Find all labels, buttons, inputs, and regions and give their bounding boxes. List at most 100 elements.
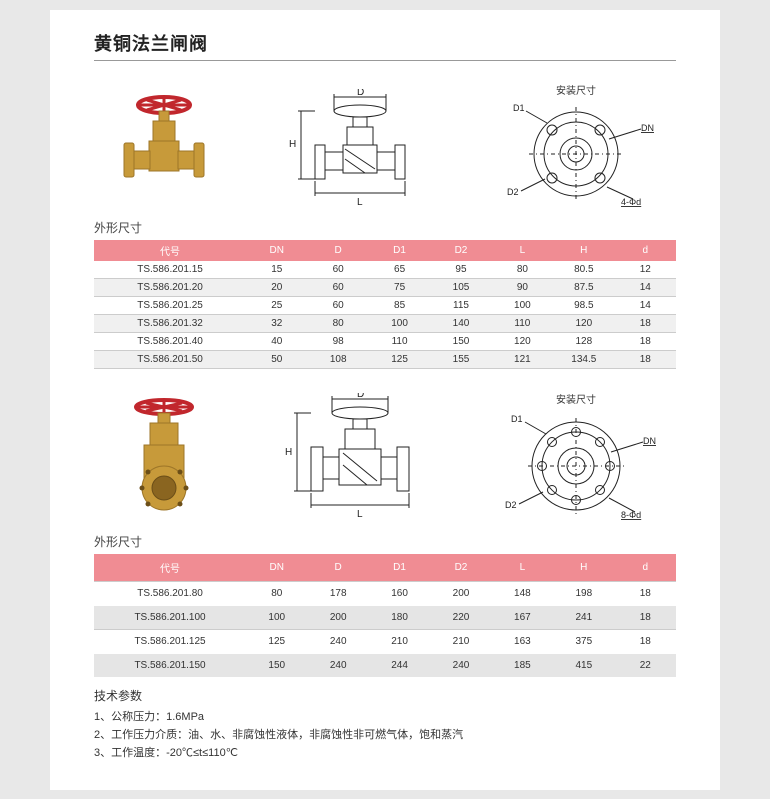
table-cell: 60 bbox=[307, 261, 368, 279]
datasheet-page: 黄铜法兰闸阀 bbox=[50, 10, 720, 790]
spec-line-2: 2、工作压力介质：油、水、非腐蚀性液体，非腐蚀性非可燃气体，饱和蒸汽 bbox=[94, 726, 676, 742]
table-cell: 14 bbox=[615, 297, 677, 315]
table-cell: 375 bbox=[553, 630, 614, 654]
table-cell: 80 bbox=[246, 582, 307, 606]
table-cell: 415 bbox=[553, 654, 614, 678]
flange-svg-2: D1 DN D2 8-Φd bbox=[491, 408, 661, 523]
table-cell: 121 bbox=[492, 351, 553, 369]
page-title: 黄铜法兰闸阀 bbox=[94, 30, 676, 56]
table-cell: 240 bbox=[307, 654, 368, 678]
valve-photo-2-svg bbox=[104, 393, 224, 523]
col-header: 代号 bbox=[94, 554, 246, 582]
flange-svg-1: D1 DN D2 4-Φd bbox=[491, 99, 661, 209]
table-cell: 80.5 bbox=[553, 261, 614, 279]
table-cell: 22 bbox=[615, 654, 677, 678]
table-cell: 105 bbox=[430, 279, 491, 297]
figure-row-1: D H L 安装尺寸 bbox=[94, 79, 676, 209]
dimension-table-1: 代号DNDD1D2LHd TS.586.201.15156065958080.5… bbox=[94, 240, 676, 369]
table-cell: 155 bbox=[430, 351, 491, 369]
table-cell: 128 bbox=[553, 333, 614, 351]
table-cell: 110 bbox=[492, 315, 553, 333]
table-row: TS.586.201.40409811015012012818 bbox=[94, 333, 676, 351]
table-cell: 87.5 bbox=[553, 279, 614, 297]
table-cell: TS.586.201.50 bbox=[94, 351, 246, 369]
flange-caption-2: 安装尺寸 bbox=[556, 391, 596, 406]
col-header: D2 bbox=[430, 554, 491, 582]
table-cell: TS.586.201.150 bbox=[94, 654, 246, 678]
col-header: H bbox=[553, 554, 614, 582]
dim-DN: DN bbox=[641, 123, 654, 133]
col-header: DN bbox=[246, 554, 307, 582]
table-cell: 40 bbox=[246, 333, 307, 351]
dim-D-2: D bbox=[357, 393, 364, 400]
table-cell: 18 bbox=[615, 606, 677, 630]
table-cell: 140 bbox=[430, 315, 491, 333]
table-cell: 198 bbox=[553, 582, 614, 606]
dimension-table-2: 代号DNDD1D2LHd TS.586.201.8080178160200148… bbox=[94, 554, 676, 677]
tech-specs: 技术参数 1、公称压力：1.6MPa 2、工作压力介质：油、水、非腐蚀性液体，非… bbox=[94, 687, 676, 760]
table-cell: 98 bbox=[307, 333, 368, 351]
table-cell: 244 bbox=[369, 654, 430, 678]
table-cell: 18 bbox=[615, 315, 677, 333]
table-row: TS.586.201.12512524021021016337518 bbox=[94, 630, 676, 654]
table-cell: 18 bbox=[615, 582, 677, 606]
col-header: D bbox=[307, 554, 368, 582]
outline-drawing-1: D H L bbox=[260, 89, 450, 209]
table-cell: 20 bbox=[246, 279, 307, 297]
figure-row-2: D H L 安装尺寸 bbox=[94, 383, 676, 523]
table-cell: 18 bbox=[615, 630, 677, 654]
section-label-2: 外形尺寸 bbox=[94, 533, 676, 550]
table-cell: 14 bbox=[615, 279, 677, 297]
table-cell: 60 bbox=[307, 279, 368, 297]
table-cell: 220 bbox=[430, 606, 491, 630]
col-header: L bbox=[492, 554, 553, 582]
table-cell: 180 bbox=[369, 606, 430, 630]
table-cell: 90 bbox=[492, 279, 553, 297]
dim-L-2: L bbox=[357, 509, 363, 520]
title-rule bbox=[94, 60, 676, 61]
dim-L: L bbox=[357, 197, 363, 208]
table-cell: TS.586.201.100 bbox=[94, 606, 246, 630]
table-cell: 80 bbox=[492, 261, 553, 279]
table-cell: 85 bbox=[369, 297, 430, 315]
table-cell: 15 bbox=[246, 261, 307, 279]
table-cell: TS.586.201.32 bbox=[94, 315, 246, 333]
table-cell: 134.5 bbox=[553, 351, 614, 369]
valve-photo-svg bbox=[109, 89, 219, 209]
col-header: d bbox=[615, 240, 677, 261]
table-cell: 167 bbox=[492, 606, 553, 630]
col-header: 代号 bbox=[94, 240, 246, 261]
table-cell: 108 bbox=[307, 351, 368, 369]
dim-H: H bbox=[289, 139, 296, 150]
dim-D2-2: D2 bbox=[505, 500, 517, 510]
holes-8: 8-Φd bbox=[621, 510, 641, 520]
table-cell: 240 bbox=[307, 630, 368, 654]
spec-line-1: 1、公称压力：1.6MPa bbox=[94, 708, 676, 724]
table-cell: 125 bbox=[369, 351, 430, 369]
table-cell: 240 bbox=[430, 654, 491, 678]
table-cell: 100 bbox=[246, 606, 307, 630]
table-cell: 25 bbox=[246, 297, 307, 315]
dim-H-2: H bbox=[285, 447, 292, 458]
section-label-1: 外形尺寸 bbox=[94, 219, 676, 236]
table-cell: 241 bbox=[553, 606, 614, 630]
table-cell: 200 bbox=[307, 606, 368, 630]
table-cell: 18 bbox=[615, 351, 677, 369]
table-cell: 12 bbox=[615, 261, 677, 279]
table-row: TS.586.201.10010020018022016724118 bbox=[94, 606, 676, 630]
table-cell: 95 bbox=[430, 261, 491, 279]
table-cell: 115 bbox=[430, 297, 491, 315]
flange-drawing-1: 安装尺寸 bbox=[476, 82, 676, 209]
table1-header-row: 代号DNDD1D2LHd bbox=[94, 240, 676, 261]
table-cell: TS.586.201.125 bbox=[94, 630, 246, 654]
dim-D: D bbox=[357, 89, 364, 98]
table-cell: 80 bbox=[307, 315, 368, 333]
table-cell: 75 bbox=[369, 279, 430, 297]
table-row: TS.586.201.808017816020014819818 bbox=[94, 582, 676, 606]
spec-line-3: 3、工作温度：-20℃≤t≤110℃ bbox=[94, 744, 676, 760]
table-cell: TS.586.201.20 bbox=[94, 279, 246, 297]
table-row: TS.586.201.32328010014011012018 bbox=[94, 315, 676, 333]
table-cell: 160 bbox=[369, 582, 430, 606]
flange-drawing-2: 安装尺寸 bbox=[476, 391, 676, 523]
table-cell: 110 bbox=[369, 333, 430, 351]
